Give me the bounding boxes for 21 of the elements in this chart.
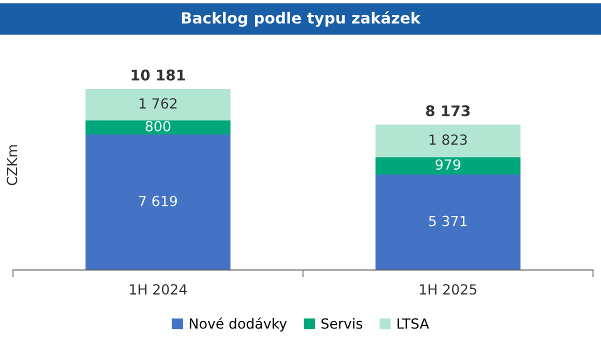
total-label: 10 181 <box>132 70 185 81</box>
data-label: 7 619 <box>139 196 177 206</box>
total-label: 8 173 <box>426 105 470 116</box>
data-label: 979 <box>436 159 460 170</box>
x-tick-label: 1H 2024 <box>130 284 187 295</box>
bar <box>86 120 230 135</box>
bar <box>86 88 230 120</box>
data-label: 5 371 <box>429 216 467 226</box>
bar <box>376 124 520 158</box>
data-label: 1 762 <box>140 98 176 109</box>
data-label: 1 823 <box>430 134 467 145</box>
legend-label: Nové dodávky <box>190 318 287 332</box>
bar <box>86 134 230 270</box>
bar <box>376 157 520 174</box>
legend-label: LTSA <box>398 318 430 329</box>
legend-label: Servis <box>321 318 362 329</box>
x-tick-label: 1H 2025 <box>420 284 476 295</box>
bar <box>376 174 520 270</box>
chart-title: Backlog podle typu zakázek <box>182 11 421 27</box>
y-axis-title: CZKm <box>6 145 18 186</box>
data-label: 800 <box>146 120 170 132</box>
